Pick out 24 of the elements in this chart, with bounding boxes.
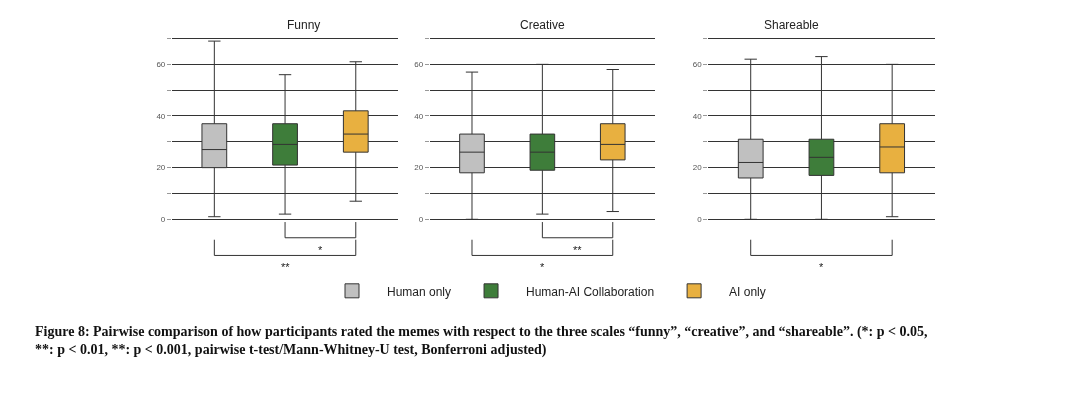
y-tick-label: 20 (692, 163, 703, 173)
text: * (540, 261, 545, 273)
y-tick-label: 40 (156, 111, 166, 121)
y-tick-label: 60 (414, 60, 424, 70)
y-tick-label: 40 (414, 111, 424, 121)
y-tick-label: 0 (418, 215, 424, 225)
y-tick-label: 0 (697, 215, 703, 225)
chart-title: Creative (520, 18, 566, 32)
y-tick-label: 20 (156, 163, 166, 173)
text: ** (573, 244, 583, 256)
text: * (819, 261, 824, 273)
y-tick-label: 20 (414, 163, 424, 173)
legend-label: Human-AI Collaboration (526, 284, 655, 299)
chart-title: Funny (287, 18, 321, 32)
legend-label: AI only (729, 284, 766, 299)
caption: Figure 8: Pairwise comparison of how participants rated the memes with respect to the three scales “funny”, “creative”, and “shareable”. (*: p < 0.05, **: p < 0.01, **: p < 0.001, pairwise t-test/Mann-Whitney-U test, Bonferroni adjusted) (35, 324, 928, 359)
text: ** (281, 261, 291, 273)
legend-label: Human only (387, 284, 452, 299)
text: * (318, 244, 323, 256)
y-tick-label: 0 (160, 215, 166, 225)
chart-title: Shareable (764, 18, 820, 32)
y-tick-label: 60 (692, 60, 703, 70)
y-tick-label: 40 (692, 111, 703, 121)
y-tick-label: 60 (156, 60, 166, 70)
